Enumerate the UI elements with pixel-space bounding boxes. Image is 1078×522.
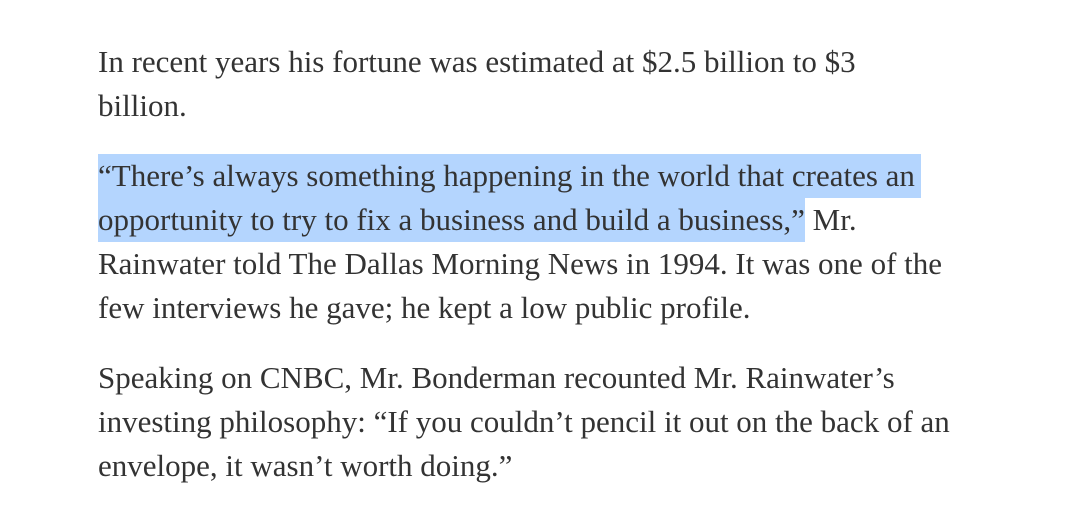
selected-text[interactable]: opportunity to try to fix a business and… <box>98 198 805 242</box>
selected-text[interactable]: “There’s always something happening in t… <box>98 154 921 198</box>
paragraph-quote: “There’s always something happening in t… <box>98 154 1058 330</box>
text-line: few interviews he gave; he kept a low pu… <box>98 290 751 325</box>
text-line: opportunity to try to fix a business and… <box>98 198 1058 242</box>
text-rest: Mr. <box>804 202 857 237</box>
paragraph-fortune: In recent years his fortune was estimate… <box>98 40 1058 128</box>
text-line: In recent years his fortune was estimate… <box>98 44 856 79</box>
text-line: envelope, it wasn’t worth doing.” <box>98 448 513 483</box>
article-body: In recent years his fortune was estimate… <box>98 40 1058 514</box>
text-line: billion. <box>98 88 187 123</box>
highlighted-line[interactable]: “There’s always something happening in t… <box>98 154 1058 198</box>
paragraph-philosophy: Speaking on CNBC, Mr. Bonderman recounte… <box>98 356 1058 488</box>
text-line: Rainwater told The Dallas Morning News i… <box>98 246 943 281</box>
text-line: Speaking on CNBC, Mr. Bonderman recounte… <box>98 360 895 395</box>
text-line: investing philosophy: “If you couldn’t p… <box>98 404 950 439</box>
